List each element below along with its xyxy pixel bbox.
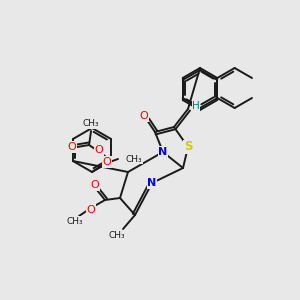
Text: N: N [147,178,157,188]
Text: S: S [184,140,192,154]
Text: N: N [158,147,168,157]
Text: CH₃: CH₃ [83,119,99,128]
Text: O: O [140,111,148,121]
Text: CH₃: CH₃ [67,217,83,226]
Text: CH₃: CH₃ [109,230,125,239]
Text: O: O [95,145,103,155]
Text: O: O [91,180,99,190]
Text: O: O [68,142,76,152]
Text: O: O [87,205,95,215]
Text: H: H [192,101,200,111]
Text: CH₃: CH₃ [126,154,142,164]
Text: O: O [103,157,111,167]
